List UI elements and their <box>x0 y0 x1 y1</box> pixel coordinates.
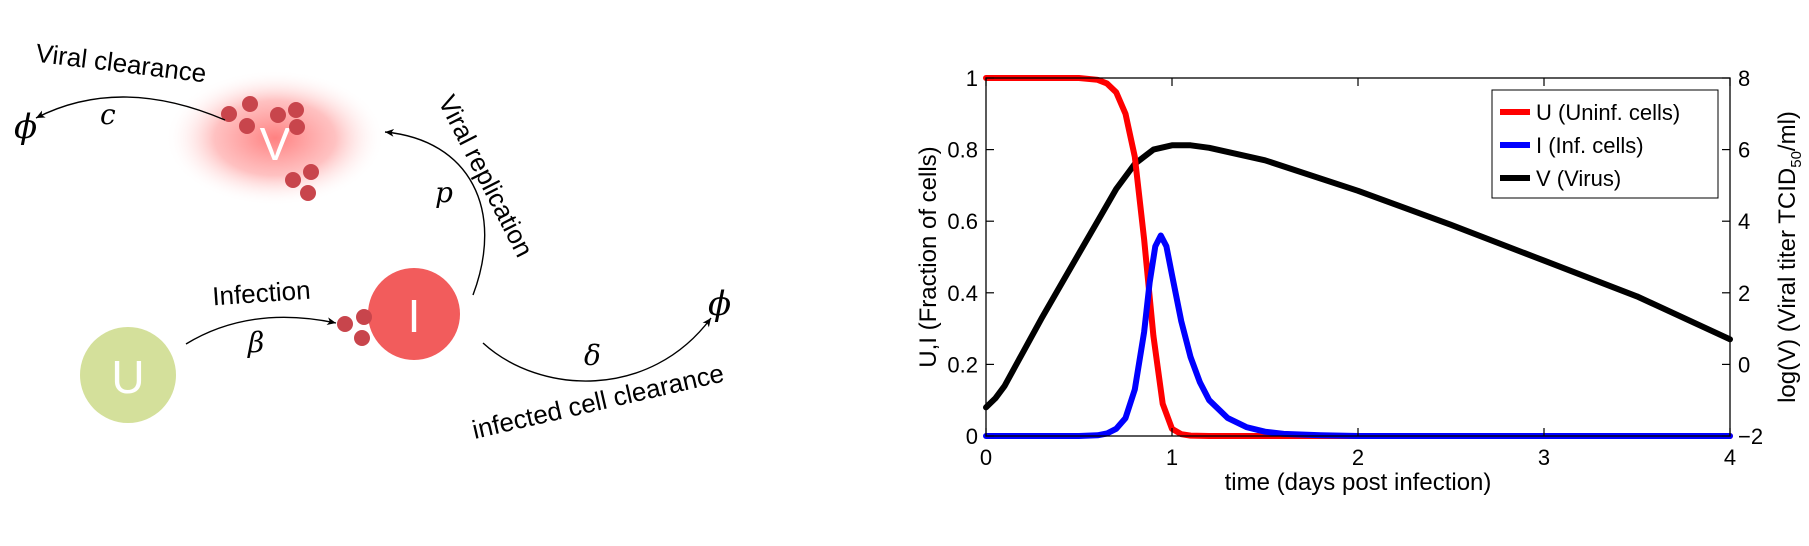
y-right-tick-label: −2 <box>1738 424 1763 449</box>
virion <box>337 316 353 332</box>
viral-replication-arrow <box>384 128 486 296</box>
x-tick-label: 0 <box>980 445 992 470</box>
y-right-tick-label: 0 <box>1738 352 1750 377</box>
param-beta: β <box>247 326 264 359</box>
label-infection: Infection <box>211 275 311 312</box>
series-line-1 <box>983 232 1733 439</box>
y-axis-left-label: U,I (Fraction of cells) <box>915 146 942 367</box>
v-node-label: V <box>260 118 291 170</box>
y-left-tick-label: 0.8 <box>947 138 978 163</box>
infected-cell-clearance-arrow <box>482 317 712 382</box>
virion <box>242 96 258 112</box>
u-node-label: U <box>111 351 144 403</box>
y-left-tick-label: 0.6 <box>947 209 978 234</box>
x-tick-label: 2 <box>1352 445 1364 470</box>
legend-label: I (Inf. cells) <box>1536 133 1644 158</box>
x-axis-label: time (days post infection) <box>1225 469 1492 496</box>
x-tick-label: 4 <box>1724 445 1736 470</box>
model-diagram: V U I ϕ c Viral clearance p <box>14 38 731 445</box>
y-right-tick-label: 4 <box>1738 209 1750 234</box>
y-axis-right-label-subscript: 50 <box>1788 151 1805 168</box>
virion <box>288 102 304 118</box>
virion <box>239 118 255 134</box>
y-axis-right-label: log(V) (Viral titer TCID50/ml) <box>1774 111 1805 403</box>
legend-label: V (Virus) <box>1536 166 1621 191</box>
line-chart: 0 1 2 3 4 0 0.2 0.4 0.6 0.8 1 −2 0 2 4 6 8 time (days po… <box>915 66 1805 496</box>
virion <box>270 107 286 123</box>
sink-i-symbol: ϕ <box>708 284 731 324</box>
ticks-layer: 0 1 2 3 4 0 0.2 0.4 0.6 0.8 1 −2 0 2 4 6 8 <box>947 66 1763 470</box>
virion-group-v <box>221 96 319 201</box>
i-node-label: I <box>408 290 421 342</box>
viral-clearance-arrow <box>35 96 226 121</box>
y-left-tick-label: 0.4 <box>947 281 978 306</box>
virion-group-i <box>337 309 372 346</box>
legend-label: U (Uninf. cells) <box>1536 100 1680 125</box>
virion <box>285 172 301 188</box>
y-right-tick-label: 8 <box>1738 66 1750 91</box>
y-axis-right-label-main: log(V) (Viral titer TCID <box>1774 168 1801 403</box>
sink-v-symbol: ϕ <box>14 107 37 147</box>
param-delta: δ <box>584 339 601 372</box>
infection-arrow <box>185 316 337 345</box>
x-tick-label: 1 <box>1166 445 1178 470</box>
virion <box>289 119 305 135</box>
v-node <box>165 70 385 206</box>
y-axis-right-label-unit: /ml) <box>1774 111 1801 151</box>
i-node <box>368 268 460 360</box>
x-tick-label: 3 <box>1538 445 1550 470</box>
y-left-tick-label: 0.2 <box>947 352 978 377</box>
label-viral-clearance: Viral clearance <box>34 38 208 89</box>
virion <box>354 330 370 346</box>
virion <box>303 164 319 180</box>
virion <box>356 309 372 325</box>
virion <box>221 106 237 122</box>
u-node <box>80 327 176 423</box>
param-p: p <box>435 176 453 209</box>
y-right-tick-label: 6 <box>1738 138 1750 163</box>
series-line-2 <box>983 142 1733 411</box>
y-left-tick-label: 1 <box>966 66 978 91</box>
legend: U (Uninf. cells) I (Inf. cells) V (Virus) <box>1491 89 1719 199</box>
y-left-tick-label: 0 <box>966 424 978 449</box>
virion <box>300 185 316 201</box>
y-right-tick-label: 2 <box>1738 281 1750 306</box>
param-c: c <box>100 98 116 131</box>
